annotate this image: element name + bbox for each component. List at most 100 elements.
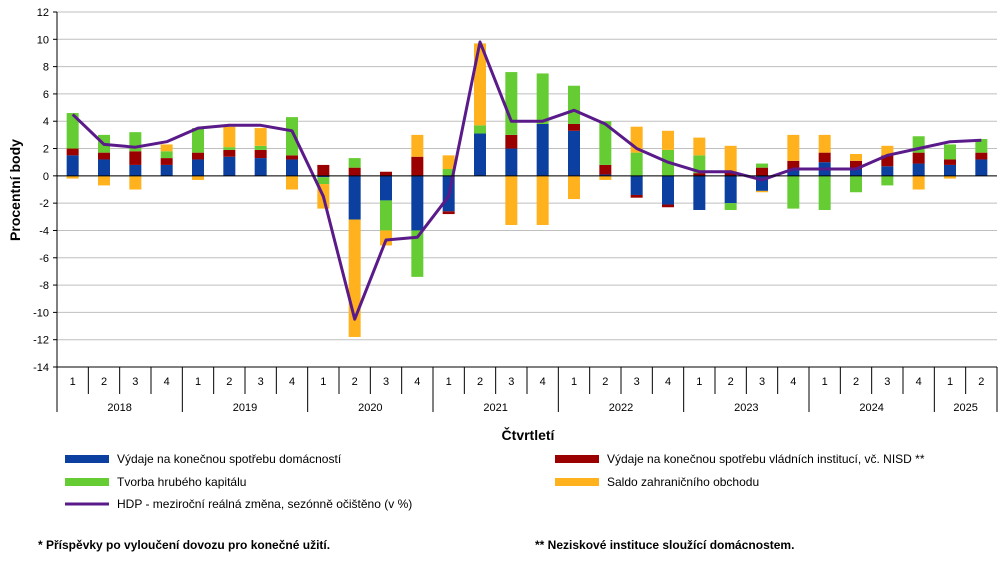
bar-segment — [317, 177, 330, 185]
bar-segment — [850, 175, 862, 193]
bar-segment — [223, 156, 236, 176]
bar-segment — [192, 152, 204, 160]
y-tick-label: -10 — [33, 307, 49, 319]
bar-segment — [630, 175, 643, 195]
bar-segment — [160, 151, 173, 159]
bar-segment — [818, 134, 831, 153]
y-tick-label: -2 — [39, 198, 49, 210]
bar-segment — [474, 133, 486, 176]
bar-segment — [380, 175, 392, 201]
bar-segment — [818, 152, 831, 163]
quarter-label: 2 — [226, 376, 232, 388]
grid-lines — [57, 11, 997, 368]
quarter-label: 4 — [916, 376, 922, 388]
year-label: 2023 — [734, 402, 758, 414]
quarter-label: 1 — [446, 376, 452, 388]
quarter-label: 2 — [101, 376, 107, 388]
x-axis-categories: 1 2 3 4 1 2 3 4 1 2 3 4 1 2 3 4 1 2 3 4 1 2 3 4 1 2 3 4 1 2 2018 2019 20… — [56, 366, 998, 414]
bar-segment — [474, 125, 486, 134]
year-label: 2022 — [609, 402, 633, 414]
bar-segment — [411, 134, 424, 157]
quarter-label: 3 — [383, 376, 389, 388]
quarter-label: 4 — [289, 376, 295, 388]
bar-segment — [286, 175, 298, 190]
bar-segment — [693, 173, 706, 176]
bar-segment — [693, 137, 706, 156]
axes: -14 -12 -10 -8 -6 -4 -2 0 2 4 6 8 10 12 — [33, 7, 997, 374]
bar-segment — [693, 175, 706, 210]
quarter-label: 4 — [665, 376, 671, 388]
bar-segment — [724, 203, 737, 210]
bar-segment — [254, 149, 267, 159]
quarter-label: 2 — [978, 376, 984, 388]
bar-segment — [850, 169, 862, 176]
bar-segment — [442, 211, 455, 215]
legend: Výdaje na konečnou spotřebu domácností Vý… — [65, 452, 925, 511]
y-tick-label: 2 — [43, 144, 49, 156]
quarter-label: 1 — [195, 376, 201, 388]
legend-swatch — [555, 455, 599, 463]
year-label: 2019 — [233, 402, 257, 414]
bar-segment — [98, 175, 110, 186]
bar-segment — [662, 204, 674, 208]
bar-segment — [630, 152, 643, 176]
quarter-label: 3 — [884, 376, 890, 388]
year-label: 2025 — [953, 402, 977, 414]
bar-segment — [66, 113, 79, 149]
y-tick-label: -6 — [39, 253, 49, 265]
bar-segment — [66, 175, 79, 179]
y-tick-label: -4 — [39, 225, 49, 237]
bar-segment — [724, 171, 737, 176]
bar-segment — [881, 155, 894, 167]
bar-segment — [724, 175, 737, 204]
bar-segment — [380, 171, 392, 176]
bar-segment — [756, 190, 768, 193]
bar-segment — [568, 130, 580, 176]
bar-segment — [881, 145, 894, 156]
bar-segment — [944, 144, 956, 160]
y-tick-label: 6 — [43, 89, 49, 101]
bar-segment — [818, 175, 831, 210]
bar-segment — [192, 159, 204, 176]
bar-segment — [411, 230, 424, 277]
bar-segment — [66, 148, 79, 156]
legend-label: Tvorba hrubého kapitálu — [117, 475, 246, 489]
bar-segment — [599, 121, 612, 165]
bar-segment — [944, 164, 956, 176]
bar-segment — [756, 167, 768, 176]
quarter-label: 1 — [822, 376, 828, 388]
bar-segment — [975, 138, 988, 153]
bar-segment — [286, 159, 298, 176]
bar-segment — [66, 155, 79, 176]
y-tick-label: -8 — [39, 280, 49, 292]
bar-segment — [254, 128, 267, 146]
bar-segment — [505, 148, 518, 176]
bar-segment — [411, 156, 424, 176]
y-tick-label: -12 — [33, 335, 49, 347]
bar-segment — [317, 164, 330, 176]
gdp-line-path — [71, 40, 982, 321]
bar-segment — [536, 175, 549, 225]
bar-segment — [787, 175, 800, 209]
bar-segment — [599, 175, 612, 180]
bar-segment — [380, 200, 392, 231]
bar-segment — [348, 175, 361, 220]
quarter-label: 2 — [853, 376, 859, 388]
bar-segment — [787, 134, 800, 161]
bar-segment — [348, 167, 361, 176]
bar-segment — [662, 175, 674, 205]
bar-segment — [98, 152, 110, 160]
quarter-label: 3 — [759, 376, 765, 388]
bar-segment — [286, 117, 298, 156]
gdp-line — [71, 40, 982, 321]
quarter-label: 4 — [414, 376, 420, 388]
legend-label: Výdaje na konečnou spotřebu vládních ins… — [607, 452, 925, 466]
bar-segment — [599, 164, 612, 175]
quarter-label: 2 — [602, 376, 608, 388]
bar-segment — [505, 134, 518, 149]
y-tick-label: -14 — [33, 362, 49, 374]
quarter-label: 1 — [70, 376, 76, 388]
bar-segment — [536, 73, 549, 124]
y-tick-label: 8 — [43, 62, 49, 74]
